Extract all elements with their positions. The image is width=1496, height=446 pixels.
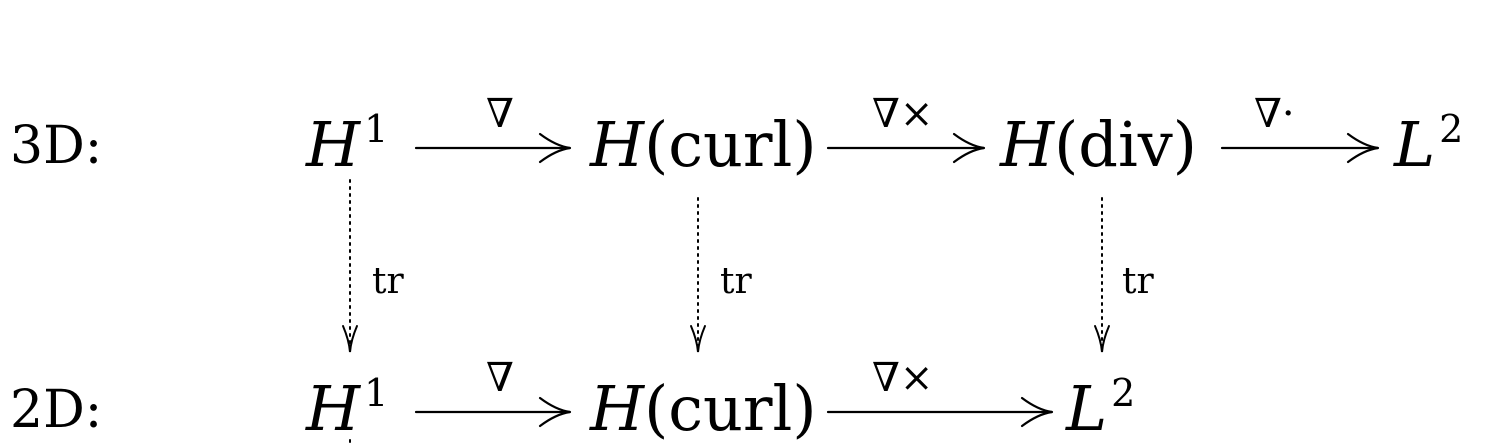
trace-arrow-h1 xyxy=(342,179,358,353)
trace-arrow-hdiv xyxy=(1094,197,1110,353)
space-3d-hcurl: H(curl) xyxy=(590,114,817,176)
arrow-2d-h1-to-hcurl xyxy=(414,396,572,428)
arrow-3d-hcurl-to-hdiv xyxy=(826,132,986,164)
space-base: H xyxy=(306,108,361,181)
trace-label-hdiv: tr xyxy=(1122,261,1154,302)
space-paren: (div) xyxy=(1054,108,1197,181)
arrow-3d-h1-to-hcurl xyxy=(414,132,572,164)
operator-2d-curl: ∇× xyxy=(872,355,934,401)
space-base: H xyxy=(590,108,645,181)
space-superscript: 1 xyxy=(364,371,389,415)
trace-arrow-hcurl xyxy=(690,197,706,353)
arrow-3d-hdiv-to-l2 xyxy=(1220,132,1380,164)
operator-3d-grad: ∇ xyxy=(486,91,514,137)
row-label-2d: 2D: xyxy=(10,380,103,440)
operator-3d-curl: ∇× xyxy=(872,91,934,137)
trace-label-hcurl: tr xyxy=(720,261,752,302)
operator-3d-div: ∇· xyxy=(1254,91,1295,137)
space-2d-hcurl: H(curl) xyxy=(590,378,817,440)
space-base: H xyxy=(590,372,645,445)
trace-label-h1: tr xyxy=(372,261,404,302)
operator-2d-grad: ∇ xyxy=(486,355,514,401)
space-base: H xyxy=(306,372,361,445)
space-base: L xyxy=(1394,108,1436,181)
space-superscript: 2 xyxy=(1439,107,1464,151)
space-base: H xyxy=(1000,108,1055,181)
space-paren: (curl) xyxy=(644,108,817,181)
space-3d-hdiv: H(div) xyxy=(1000,114,1197,176)
arrow-2d-hcurl-to-l2 xyxy=(826,396,1054,428)
space-base: L xyxy=(1066,372,1108,445)
row-label-3d: 3D: xyxy=(10,116,103,176)
space-superscript: 2 xyxy=(1111,371,1136,415)
space-superscript: 1 xyxy=(364,107,389,151)
space-paren: (curl) xyxy=(644,372,817,445)
